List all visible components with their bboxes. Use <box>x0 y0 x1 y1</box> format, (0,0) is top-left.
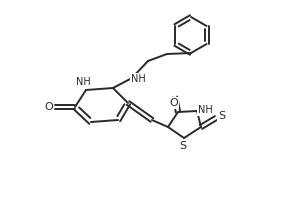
Text: S: S <box>179 141 187 151</box>
Text: O: O <box>169 98 178 108</box>
Text: NH: NH <box>198 105 212 115</box>
Text: O: O <box>45 102 53 112</box>
Text: NH: NH <box>130 74 146 84</box>
Text: S: S <box>218 111 226 121</box>
Text: NH: NH <box>76 77 90 87</box>
